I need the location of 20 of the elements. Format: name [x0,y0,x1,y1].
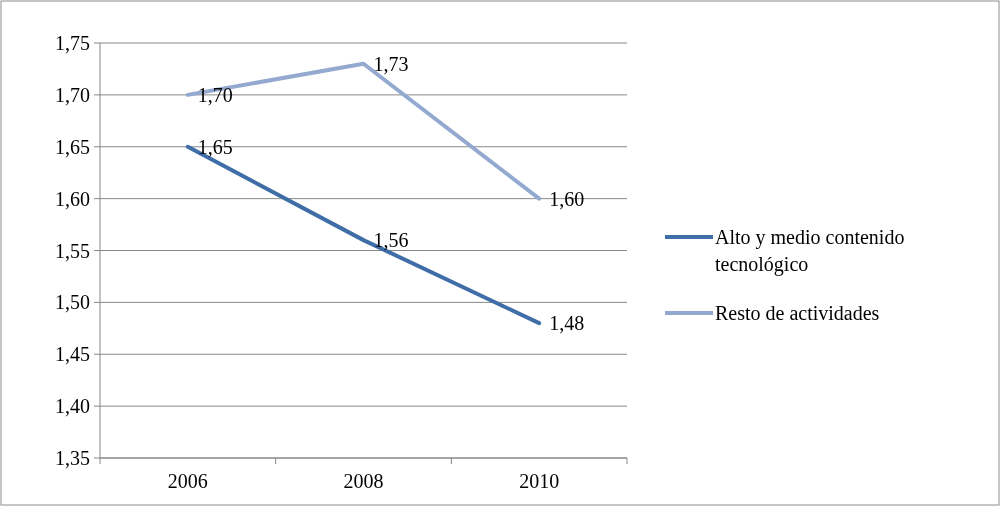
y-tick-label: 1,55 [55,239,90,262]
y-tick-label: 1,75 [55,32,90,54]
x-tick-label: 2006 [167,470,208,492]
data-label: 1,65 [197,135,233,158]
x-tick-label: 2008 [343,470,384,492]
y-tick-label: 1,65 [55,135,90,158]
data-label: 1,56 [373,229,409,252]
x-tick-label: 2010 [519,470,560,492]
y-tick-label: 1,50 [55,291,90,314]
data-label: 1,48 [549,312,585,335]
legend-label: Alto y medio contenido tecnológico [715,226,905,276]
y-tick-label: 1,35 [55,447,90,469]
legend-label: Resto de actividades [715,302,880,324]
y-tick-label: 1,60 [55,187,90,210]
data-label: 1,70 [197,83,233,106]
y-tick-label: 1,45 [55,343,90,366]
y-tick-label: 1,70 [55,83,90,106]
data-label: 1,60 [549,187,585,210]
y-tick-label: 1,40 [55,395,90,418]
data-label: 1,73 [373,52,409,75]
